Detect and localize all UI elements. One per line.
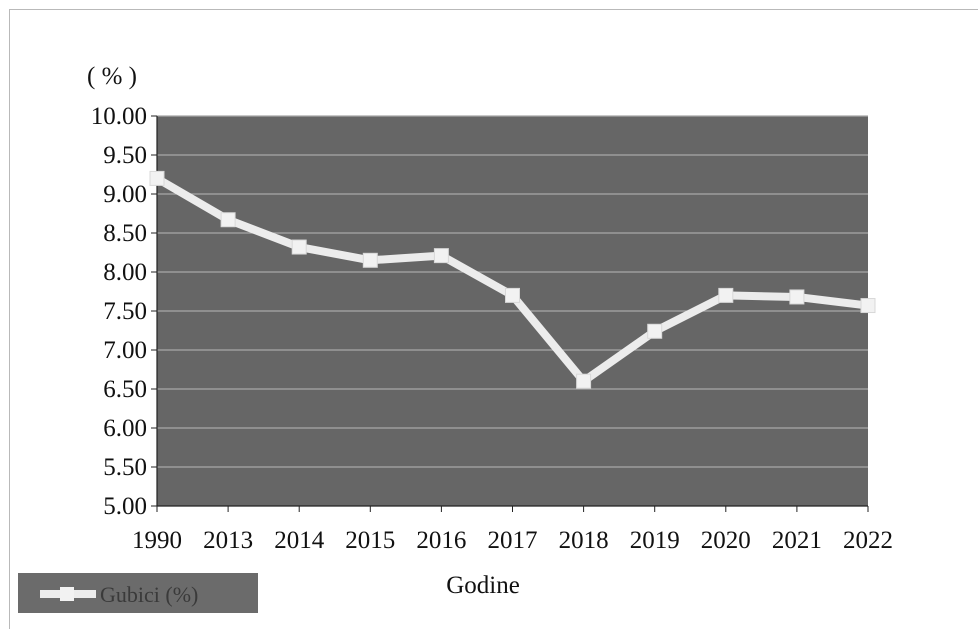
x-tick-label: 2019: [630, 527, 680, 554]
legend[interactable]: Gubici (%): [18, 573, 258, 613]
y-tick-label: 6.00: [103, 415, 147, 442]
x-axis-ticks: 1990 2013 2014 2015 2016 2017 2018 2019 2020 2021…: [132, 506, 893, 554]
legend-marker-swatch: [60, 587, 74, 601]
y-tick-label: 10.00: [91, 103, 147, 130]
chart-frame: [9, 9, 978, 629]
x-tick-label: 2017: [488, 527, 538, 554]
data-point[interactable]: [505, 287, 520, 303]
legend-label: Gubici (%): [100, 582, 198, 607]
data-point[interactable]: [291, 239, 307, 255]
x-tick-label: 2014: [274, 527, 325, 554]
y-tick-label: 7.00: [103, 337, 147, 364]
data-point[interactable]: [362, 252, 378, 268]
x-tick-label: 1990: [132, 527, 182, 554]
x-tick-label: 2016: [416, 527, 466, 554]
x-axis-title: Godine: [446, 572, 520, 599]
data-point[interactable]: [149, 170, 165, 186]
data-point[interactable]: [220, 212, 236, 228]
y-axis-title: ( % ): [87, 63, 137, 90]
y-tick-label: 9.50: [103, 142, 147, 169]
y-axis-ticks: 5.00 5.50 6.00 6.50 7.00 7.50 8.00 8.50 9.00 9.50…: [91, 103, 157, 520]
data-point[interactable]: [789, 289, 805, 305]
y-tick-label: 7.50: [103, 298, 147, 325]
y-tick-label: 5.00: [103, 493, 147, 520]
y-tick-label: 9.00: [103, 181, 147, 208]
x-tick-label: 2013: [203, 527, 253, 554]
series-group: [149, 170, 876, 389]
y-tick-label: 8.50: [103, 220, 147, 247]
y-tick-label: 6.50: [103, 376, 147, 403]
x-tick-label: 2018: [559, 527, 609, 554]
x-tick-label: 2022: [843, 527, 893, 554]
data-point[interactable]: [718, 287, 734, 303]
data-point[interactable]: [433, 248, 449, 264]
data-point[interactable]: [860, 298, 876, 314]
y-tick-label: 5.50: [103, 454, 147, 481]
x-tick-label: 2020: [701, 527, 751, 554]
data-point[interactable]: [647, 323, 663, 339]
x-tick-label: 2015: [345, 527, 395, 554]
gridlines: [157, 115, 868, 468]
x-tick-label: 2021: [772, 527, 822, 554]
y-tick-label: 8.00: [103, 259, 147, 286]
data-point[interactable]: [576, 373, 592, 389]
